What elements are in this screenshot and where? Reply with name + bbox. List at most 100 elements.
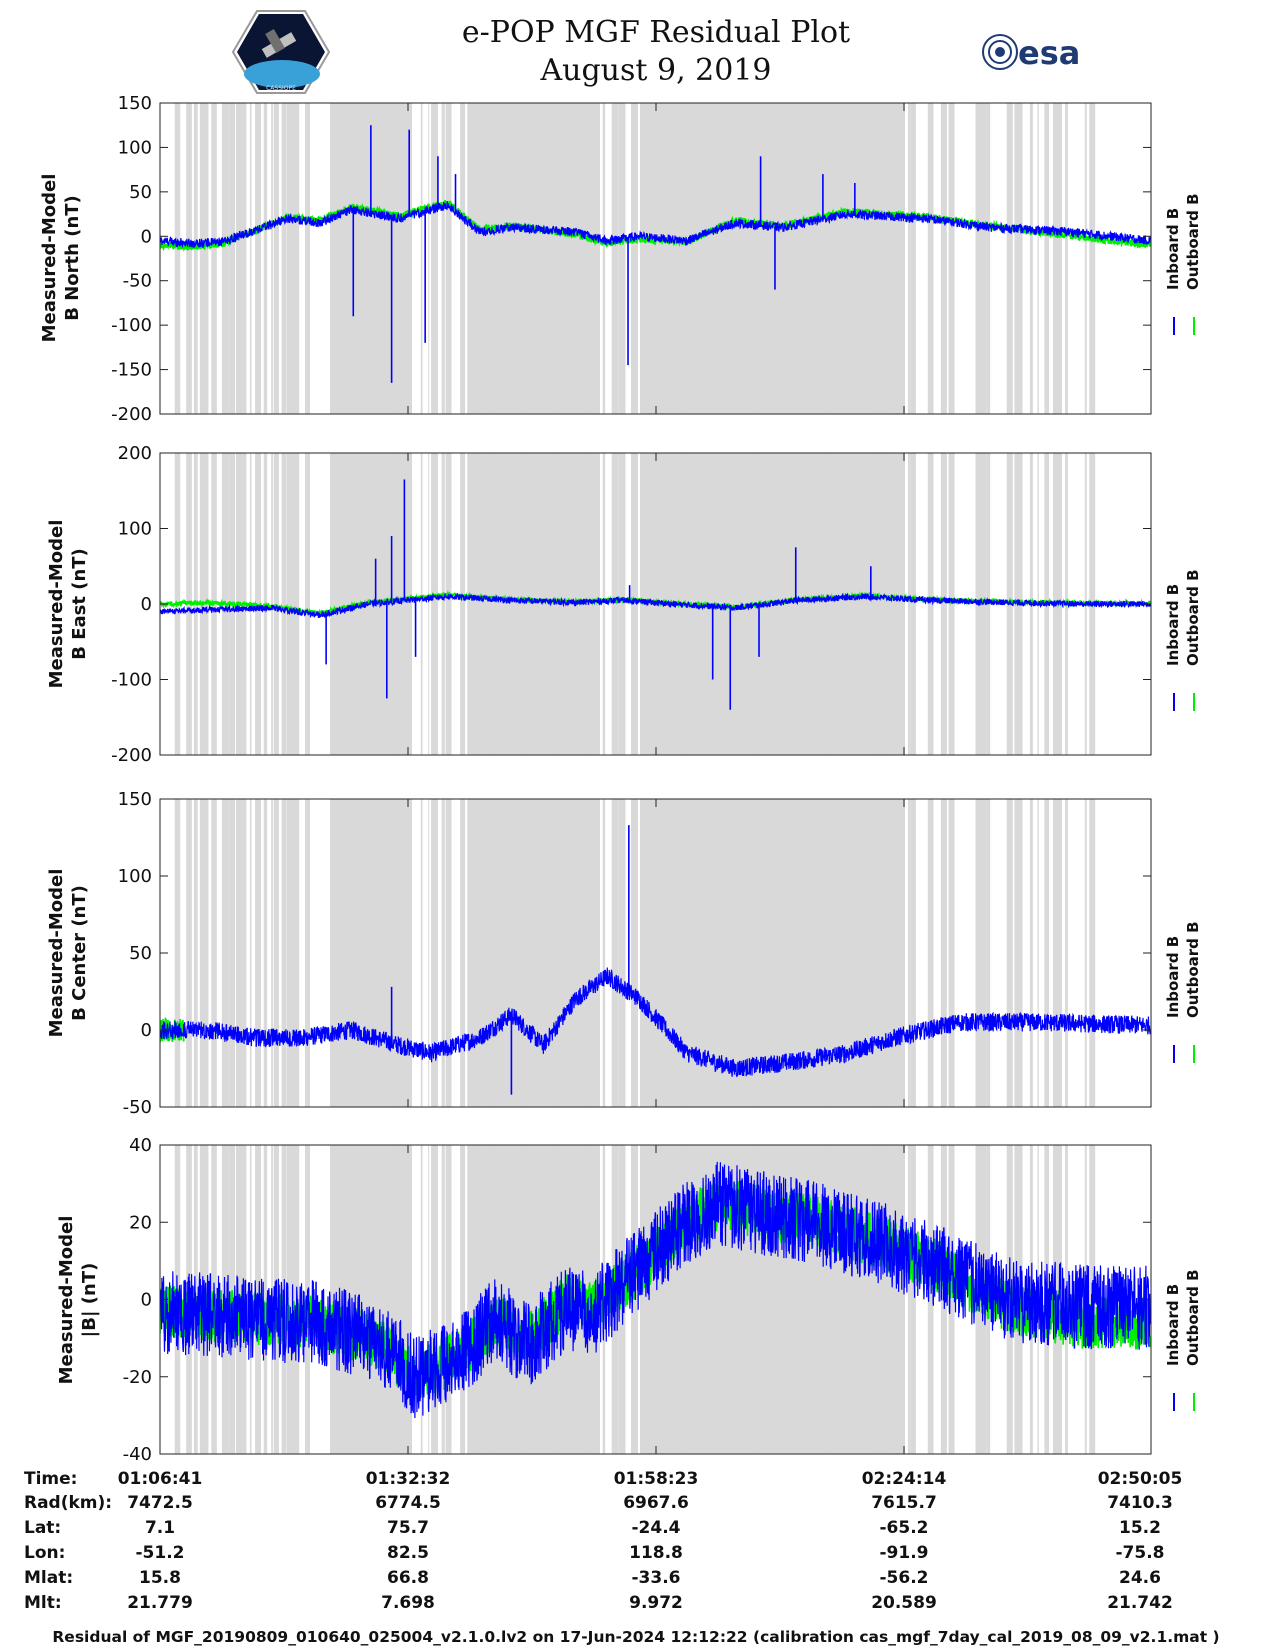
data-gap-band	[562, 103, 566, 414]
y-axis-label-line1: Measured-Model	[39, 174, 60, 343]
table-cell: 7410.3	[1107, 1493, 1173, 1513]
data-gap-band	[291, 453, 295, 755]
data-gap-band	[738, 799, 740, 1107]
data-gap-band	[221, 799, 228, 1107]
data-gap-band	[910, 1145, 916, 1454]
data-gap-band	[630, 103, 636, 414]
data-gap-band	[504, 103, 509, 414]
data-gap-band	[587, 453, 593, 755]
y-tick-label: -100	[111, 315, 152, 336]
table-cell: 7472.5	[127, 1493, 193, 1513]
table-cell: 82.5	[387, 1543, 429, 1563]
data-gap-band	[373, 799, 378, 1107]
y-axis-label-line2: |B| (nT)	[79, 1263, 100, 1338]
esa-logo: esa	[982, 34, 1080, 72]
panel-axes: 40 20 0 -20 -40	[123, 1135, 1152, 1465]
data-gap-band	[436, 103, 439, 414]
data-gap-band	[849, 103, 851, 414]
data-gap-band	[562, 799, 566, 1107]
data-gap-band	[861, 799, 866, 1107]
data-gap-band	[880, 799, 886, 1107]
data-gap-band	[366, 799, 370, 1107]
data-gap-band	[864, 103, 868, 414]
data-gap-band	[238, 799, 241, 1107]
data-gap-band	[765, 103, 772, 414]
data-gap-band	[701, 1145, 707, 1454]
data-gap-band	[370, 103, 374, 414]
data-gap-band	[532, 453, 536, 755]
data-gap-band	[574, 103, 578, 414]
y-tick-label: -200	[111, 745, 152, 766]
data-gap-band	[526, 103, 529, 414]
panel-b-magnitude: 40 20 0 -20 -40 Measured-Model |B| (nT) Inbo…	[56, 1135, 1202, 1465]
data-gap-band	[345, 799, 349, 1107]
chart-title: e-POP MGF Residual Plot	[462, 15, 850, 50]
series-inboard-line	[160, 1161, 1151, 1419]
data-gap-band	[584, 103, 588, 414]
data-gap-band	[795, 1145, 797, 1454]
data-gap-band	[345, 103, 349, 414]
data-gap-band	[504, 799, 509, 1107]
residual-traces	[160, 125, 1151, 383]
data-gap-band	[484, 799, 487, 1107]
data-gap-band	[765, 799, 772, 1107]
data-gap-band	[339, 799, 342, 1107]
data-gap-band	[186, 103, 192, 414]
data-gap-band	[420, 799, 423, 1107]
chart-subtitle: August 9, 2019	[539, 53, 771, 88]
data-gap-band	[445, 103, 452, 414]
data-gap-band	[441, 1145, 445, 1454]
data-gap-shading	[174, 799, 1096, 1107]
data-gap-band	[602, 799, 606, 1107]
data-gap-band	[864, 1145, 868, 1454]
data-gap-band	[701, 799, 707, 1107]
data-gap-band	[281, 103, 287, 414]
data-gap-band	[721, 799, 727, 1107]
data-gap-band	[832, 453, 838, 755]
data-gap-band	[494, 799, 501, 1107]
data-gap-band	[286, 103, 292, 414]
data-gap-band	[356, 103, 363, 414]
data-gap-band	[910, 453, 916, 755]
y-axis-label-line1: Measured-Model	[56, 1216, 77, 1385]
data-gap-band	[339, 1145, 342, 1454]
data-gap-band	[864, 799, 868, 1107]
data-gap-band	[665, 103, 668, 414]
data-gap-band	[559, 103, 564, 414]
data-gap-band	[880, 453, 886, 755]
data-gap-band	[910, 103, 916, 414]
data-gap-band	[356, 799, 363, 1107]
data-gap-band	[927, 799, 934, 1107]
data-gap-band	[228, 103, 233, 414]
row-label-mlat: Mlat:	[24, 1568, 73, 1588]
data-gap-band	[1065, 103, 1068, 414]
table-cell: 01:32:32	[366, 1469, 451, 1489]
data-gap-band	[803, 799, 807, 1107]
data-gap-band	[630, 799, 636, 1107]
data-gap-band	[1037, 799, 1039, 1107]
data-gap-band	[686, 1145, 690, 1454]
y-tick-label: -50	[123, 1097, 152, 1118]
data-gap-band	[263, 799, 268, 1107]
table-cell: -91.9	[880, 1543, 929, 1563]
data-gap-band	[986, 799, 991, 1107]
legend-inboard: Inboard B	[1164, 1284, 1182, 1366]
data-gap-band	[910, 799, 916, 1107]
data-gap-band	[522, 1145, 524, 1454]
table-cell: 7.1	[145, 1518, 175, 1538]
data-gap-band	[470, 1145, 474, 1454]
data-gap-band	[479, 453, 483, 755]
data-gap-band	[478, 453, 481, 755]
row-label-mlt: Mlt:	[24, 1593, 62, 1613]
data-gap-band	[896, 453, 901, 755]
data-gap-band	[522, 799, 524, 1107]
data-gap-band	[940, 799, 947, 1107]
data-gap-band	[642, 103, 648, 414]
table-cell: 15.2	[1119, 1518, 1161, 1538]
data-gap-band	[271, 103, 273, 414]
data-gap-band	[522, 103, 524, 414]
data-gap-band	[526, 799, 529, 1107]
data-gap-band	[221, 103, 228, 414]
data-gap-band	[751, 799, 757, 1107]
data-gap-band	[445, 1145, 452, 1454]
